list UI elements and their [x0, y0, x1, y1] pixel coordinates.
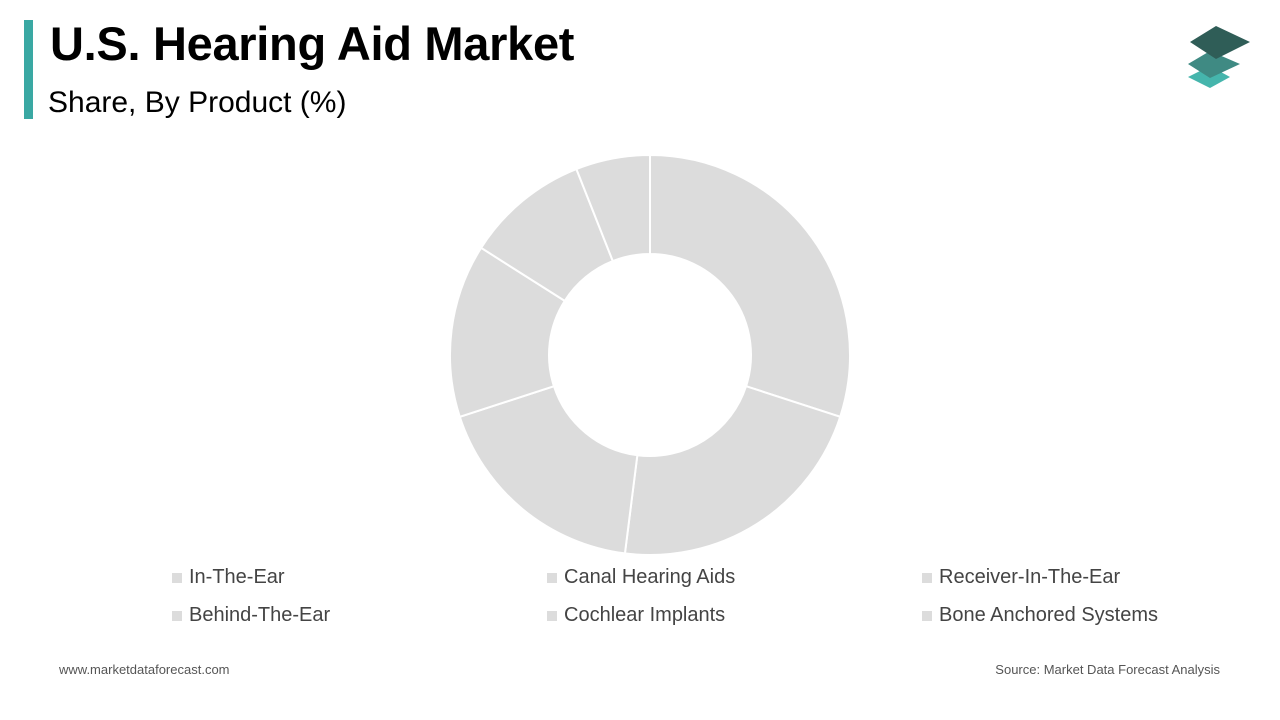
donut-slice-canal-hearing-aids	[623, 384, 842, 556]
legend-label: Bone Anchored Systems	[939, 604, 1159, 626]
legend-item-cochlear-implants: Cochlear Implants	[547, 604, 725, 627]
legend-label: Behind-The-Ear	[189, 604, 331, 626]
donut-slice-receiver-in-the-ear	[458, 384, 639, 555]
legend-label: Receiver-In-The-Ear	[939, 566, 1121, 588]
donut-slice-in-the-ear	[649, 153, 851, 419]
logo-layer-middle	[1188, 51, 1240, 78]
legend-label: Cochlear Implants	[564, 604, 726, 626]
chart-legend: In-The-Ear Canal Hearing Aids Receiver-In-…	[172, 566, 1232, 646]
donut-slice-bone-anchored-systems	[575, 153, 651, 263]
legend-swatch	[922, 610, 932, 621]
legend-item-bone-anchored-systems: Bone Anchored Systems	[922, 604, 1158, 627]
donut-chart	[449, 153, 851, 556]
title-accent-bar	[24, 20, 33, 119]
website-footer: www.marketdataforecast.com	[59, 662, 230, 677]
logo-layer-top	[1190, 26, 1250, 59]
legend-swatch	[922, 572, 932, 583]
legend-swatch	[172, 572, 182, 583]
source-footer: Source: Market Data Forecast Analysis	[995, 662, 1220, 677]
page-title: U.S. Hearing Aid Market	[50, 17, 575, 70]
legend-label: Canal Hearing Aids	[564, 566, 736, 588]
page-subtitle: Share, By Product (%)	[48, 86, 347, 119]
legend-item-canal-hearing-aids: Canal Hearing Aids	[547, 566, 735, 589]
stacked-layers-icon	[1186, 22, 1252, 94]
legend-swatch	[172, 610, 182, 621]
legend-swatch	[547, 610, 557, 621]
legend-swatch	[547, 572, 557, 583]
legend-item-receiver-in-the-ear: Receiver-In-The-Ear	[922, 566, 1120, 589]
legend-item-in-the-ear: In-The-Ear	[172, 566, 285, 589]
legend-label: In-The-Ear	[189, 566, 285, 588]
legend-item-behind-the-ear: Behind-The-Ear	[172, 604, 330, 627]
